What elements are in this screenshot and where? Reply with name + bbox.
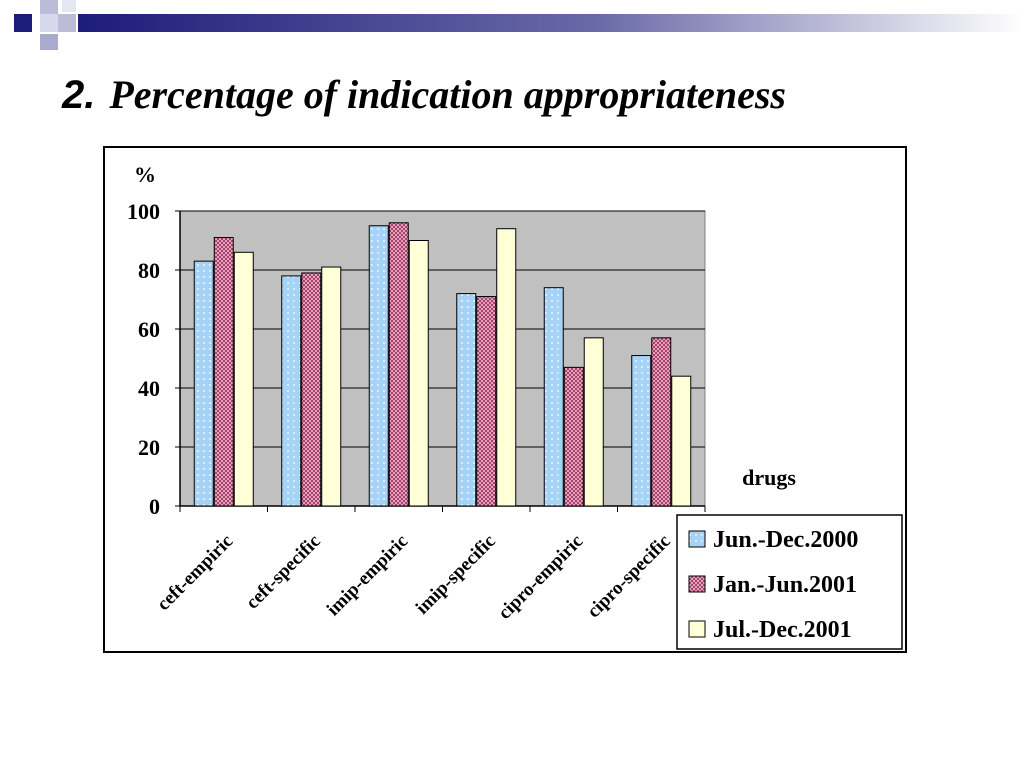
slide-title-text: Percentage of indication appropriateness: [109, 72, 786, 117]
plot-area: [179, 210, 706, 507]
legend-swatch: [688, 575, 706, 593]
chart-frame: 0 20 40 60 80 100 ceft-empiric ceft-specific imi…: [103, 146, 907, 653]
bar: [476, 296, 497, 507]
bar: [408, 240, 429, 507]
y-tick-label: 0: [149, 494, 160, 519]
bar: [321, 266, 342, 507]
bar: [368, 225, 389, 507]
bar: [388, 222, 409, 507]
x-axis-label: drugs: [742, 465, 796, 490]
legend: [676, 514, 903, 650]
legend-label: Jan.-Jun.2001: [713, 572, 857, 598]
y-tick-label: 60: [138, 317, 160, 342]
bar: [543, 287, 564, 507]
slide-number: 2.: [62, 73, 96, 117]
bar: [671, 375, 692, 507]
legend-swatch: [688, 530, 706, 548]
x-tick-label: ceft-specific: [242, 531, 325, 614]
y-axis-label: %: [134, 162, 156, 187]
bar: [233, 251, 254, 507]
legend-swatch: [688, 620, 706, 638]
bar: [651, 337, 672, 507]
y-tick-label: 40: [138, 376, 160, 401]
x-tick-label: imip-specific: [412, 531, 500, 619]
bar: [631, 355, 652, 507]
header-decoration: [14, 0, 1024, 50]
y-tick-label: 100: [127, 199, 160, 224]
slide-title: 2. Percentage of indication appropriatene…: [62, 70, 786, 120]
bar: [456, 293, 477, 507]
x-tick-label: cipro-specific: [583, 531, 674, 622]
x-tick-label: ceft-empiric: [153, 531, 237, 615]
bar: [281, 275, 302, 507]
bar: [301, 272, 322, 507]
bar: [193, 260, 214, 507]
legend-label: Jul.-Dec.2001: [713, 617, 852, 643]
bar: [563, 366, 584, 507]
bar: [583, 337, 604, 507]
bar: [496, 228, 517, 507]
y-tick-label: 80: [138, 258, 160, 283]
y-tick-label: 20: [138, 435, 160, 460]
legend-label: Jun.-Dec.2000: [713, 527, 858, 553]
bar: [213, 237, 234, 507]
x-tick-label: cipro-empiric: [494, 531, 587, 624]
x-tick-label: imip-empiric: [323, 531, 412, 620]
